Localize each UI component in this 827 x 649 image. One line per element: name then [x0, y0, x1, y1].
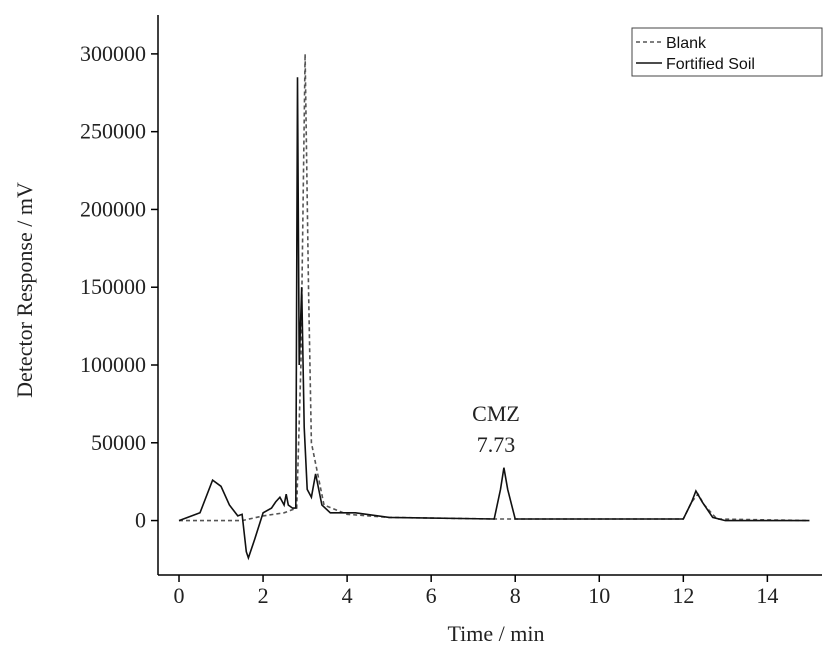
y-tick-label: 0	[135, 508, 146, 533]
annotation: 7.73	[477, 432, 516, 457]
y-tick-label: 100000	[80, 352, 146, 377]
y-tick-label: 300000	[80, 41, 146, 66]
x-tick-label: 10	[588, 583, 610, 608]
y-tick-label: 150000	[80, 274, 146, 299]
y-tick-label: 200000	[80, 196, 146, 221]
y-tick-label: 250000	[80, 119, 146, 144]
x-tick-label: 4	[342, 583, 353, 608]
x-tick-label: 2	[258, 583, 269, 608]
y-tick-label: 50000	[91, 430, 146, 455]
x-tick-label: 8	[510, 583, 521, 608]
x-tick-label: 12	[672, 583, 694, 608]
x-tick-label: 6	[426, 583, 437, 608]
x-tick-label: 14	[756, 583, 778, 608]
legend-box	[631, 27, 823, 77]
series-line	[179, 53, 810, 522]
series-line	[178, 77, 810, 561]
legend-label: Fortified Soil	[666, 56, 755, 73]
legend-label: Blank	[666, 35, 707, 52]
x-tick-label: 0	[174, 583, 185, 608]
annotation: CMZ	[472, 401, 520, 426]
x-axis-label: Time / min	[448, 621, 545, 646]
y-axis-label: Detector Response / mV	[12, 182, 37, 398]
